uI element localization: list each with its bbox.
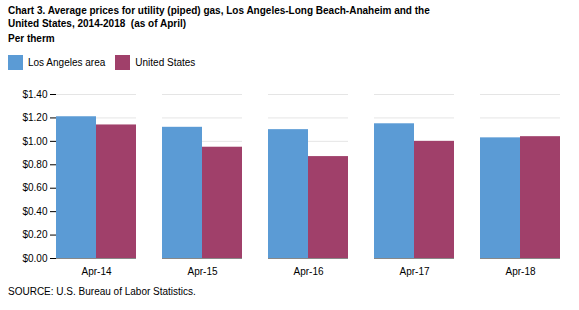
svg-text:$1.40: $1.40 — [22, 89, 47, 100]
svg-text:$1.20: $1.20 — [22, 112, 47, 123]
svg-text:Apr-18: Apr-18 — [505, 266, 535, 277]
html-text:SOURCE: U.S. Bureau of Labor S: SOURCE: U.S. Bureau of Labor Statistics. — [8, 286, 196, 297]
svg-text:Apr-15: Apr-15 — [187, 266, 217, 277]
html-text:Los Angeles area: Los Angeles area — [28, 57, 106, 68]
svg-text:$1.00: $1.00 — [22, 136, 47, 147]
html-text:Per therm: Per therm — [8, 33, 55, 44]
svg-text:Apr-14: Apr-14 — [81, 266, 111, 277]
svg-text:$0.60: $0.60 — [22, 182, 47, 193]
svg-text:$0.00: $0.00 — [22, 253, 47, 264]
html-text:United States: United States — [135, 57, 196, 68]
svg-text:Apr-16: Apr-16 — [293, 266, 323, 277]
svg-text:Apr-17: Apr-17 — [399, 266, 429, 277]
svg-text:$0.20: $0.20 — [22, 229, 47, 240]
html-text:Chart 3. Average prices for ut: Chart 3. Average prices for utility (pip… — [8, 5, 430, 29]
svg-text:$0.80: $0.80 — [22, 159, 47, 170]
svg-text:$0.40: $0.40 — [22, 206, 47, 217]
